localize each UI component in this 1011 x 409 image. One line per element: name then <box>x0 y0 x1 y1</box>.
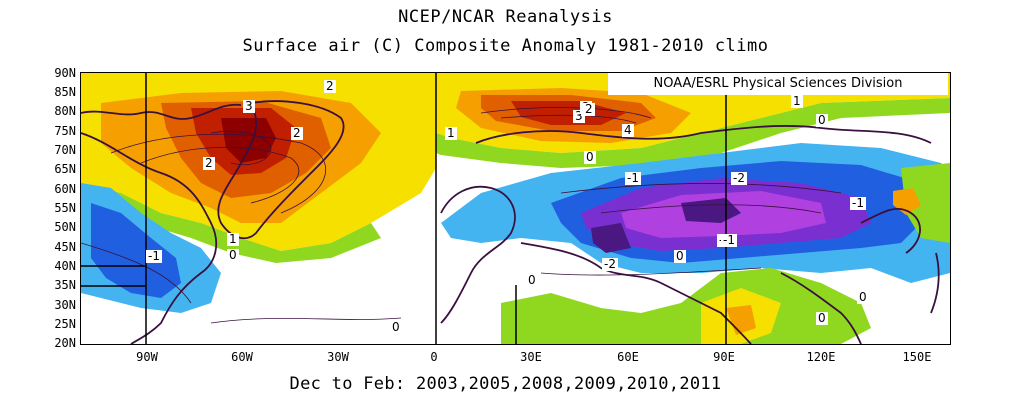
contour-label: -1 <box>850 196 866 210</box>
warm-region-south-green <box>501 268 871 344</box>
lat-label-80n: 80N <box>54 104 76 118</box>
credit-label: NOAA/ESRL Physical Sciences Division <box>608 73 948 95</box>
title-line-2: Surface air (C) Composite Anomaly 1981-2… <box>242 36 769 56</box>
contour-label: 0 <box>390 320 402 334</box>
cold-region-eurasia-darkpurple-1 <box>591 223 631 253</box>
contour-label: 1 <box>445 126 457 140</box>
contour-label: 2 <box>324 79 336 93</box>
lat-label-85n: 85N <box>54 85 76 99</box>
warm-region-greenland-darkred <box>221 118 276 163</box>
lat-label-60n: 60N <box>54 182 76 196</box>
contour-label: 1 <box>227 232 239 246</box>
lat-label-70n: 70N <box>54 143 76 157</box>
contour-lines <box>81 107 842 324</box>
parallel-lines <box>81 265 517 344</box>
lat-label-35n: 35N <box>54 278 76 292</box>
title-line-1: NCEP/NCAR Reanalysis <box>398 7 613 27</box>
contour-label: 3 <box>573 109 585 123</box>
contour-label: 0 <box>227 248 239 262</box>
lat-label-55n: 55N <box>54 201 76 215</box>
lat-label-40n: 40N <box>54 259 76 273</box>
lon-label-90e: 90E <box>713 350 735 364</box>
lat-label-75n: 75N <box>54 124 76 138</box>
coastlines <box>81 100 940 344</box>
contour-label: 0 <box>674 249 686 263</box>
lon-label-120e: 120E <box>806 350 836 364</box>
contour-label: 4 <box>622 123 634 137</box>
lat-label-30n: 30N <box>54 298 76 312</box>
cold-region-namerica-blue <box>91 203 181 298</box>
lat-label-90n: 90N <box>54 66 76 80</box>
lat-label-65n: 65N <box>54 162 76 176</box>
lon-label-30w: 30W <box>327 350 349 364</box>
lon-label-90w: 90W <box>136 350 158 364</box>
footer-caption: Dec to Feb: 2003,2005,2008,2009,2010,201… <box>289 374 722 394</box>
contour-label: -1 <box>146 249 162 263</box>
lat-label-50n: 50N <box>54 220 76 234</box>
lat-label-25n: 25N <box>54 317 76 331</box>
contour-label: -1 <box>625 171 641 185</box>
contour-label: 3 <box>243 99 255 113</box>
warm-region-arctic-red <box>511 101 626 125</box>
lat-label-45n: 45N <box>54 240 76 254</box>
lon-label-0: 0 <box>430 350 438 364</box>
lon-label-150e: 150E <box>902 350 932 364</box>
contour-label: -2 <box>602 257 618 271</box>
contour-label: -2 <box>731 171 747 185</box>
contour-label: 2 <box>291 126 303 140</box>
lon-label-30e: 30E <box>520 350 542 364</box>
contour-label: 0 <box>584 150 596 164</box>
meridian-lines <box>145 73 727 344</box>
lon-label-60w: 60W <box>231 350 253 364</box>
contour-label: 0 <box>816 311 828 325</box>
warm-region-south-orange <box>726 305 756 335</box>
contour-label: 0 <box>526 273 538 287</box>
contour-label: 2 <box>583 102 595 116</box>
contour-label: 0 <box>816 113 828 127</box>
contour-label: 2 <box>203 156 215 170</box>
contour-label: 1 <box>791 94 803 108</box>
lon-label-60e: 60E <box>617 350 639 364</box>
contour-label: 0 <box>857 290 869 304</box>
lat-label-20n: 20N <box>54 336 76 350</box>
contour-label: -1 <box>721 233 737 247</box>
warm-region-east-green <box>901 163 950 243</box>
